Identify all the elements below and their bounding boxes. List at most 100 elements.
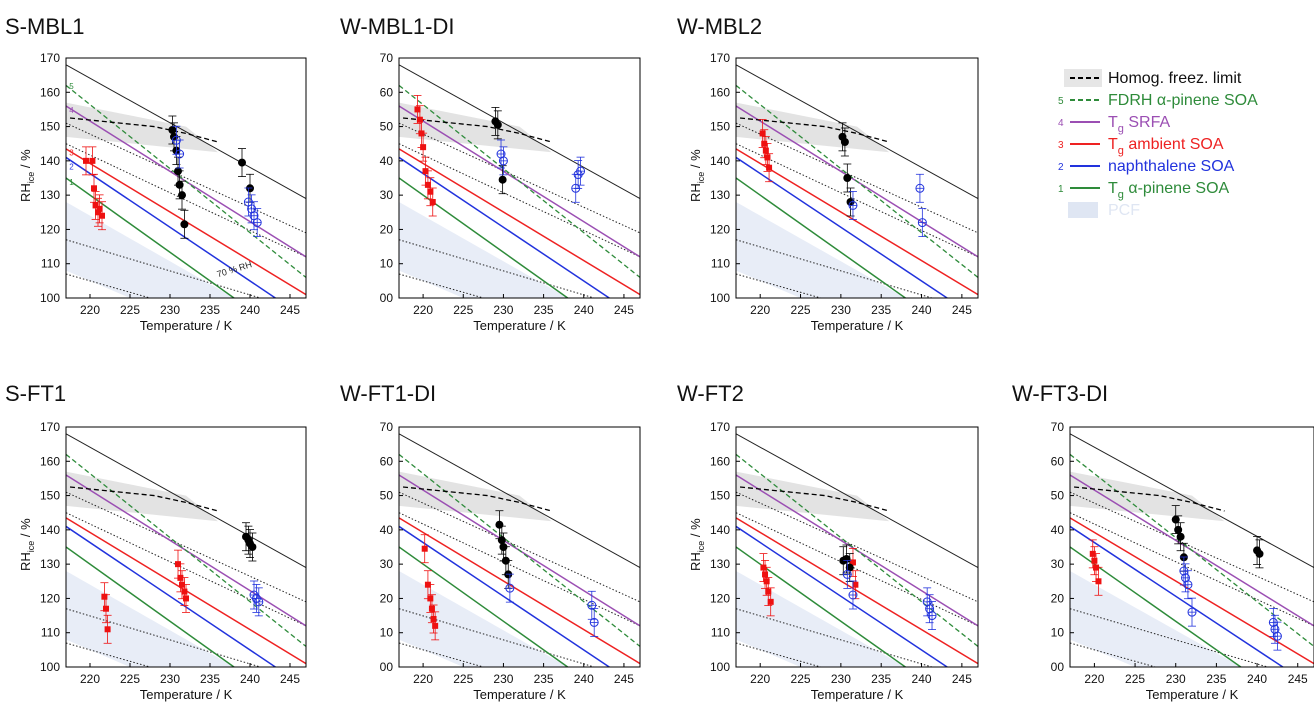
pcf-band <box>66 202 235 298</box>
y-tick-label: 160 <box>710 454 730 468</box>
line-number-label: 2 <box>69 162 74 171</box>
data-point <box>175 180 184 189</box>
data-point <box>762 147 769 154</box>
y-tick-label: 130 <box>40 188 60 202</box>
y-tick-label: 10 <box>380 257 394 271</box>
x-tick-label: 230 <box>831 303 851 317</box>
x-tick-label: 225 <box>120 303 140 317</box>
chart-panel: W-MBL2 100 110 120 130 140 150 160 170 220 225 230 2… <box>677 14 979 333</box>
panel-title: S-FT1 <box>5 381 66 406</box>
y-tick-label: 40 <box>1051 523 1065 537</box>
rh-isoline <box>66 143 306 258</box>
y-tick-label: 00 <box>380 291 394 305</box>
svg-text:FDRH α-pinene SOA: FDRH α-pinene SOA <box>1108 92 1258 109</box>
data-point <box>845 563 854 572</box>
homog-freezing-band <box>736 102 890 153</box>
tg-naphthalene-line <box>736 156 949 298</box>
plot-frame <box>1069 426 1314 668</box>
y-axis-label: RHice / % <box>18 149 36 202</box>
data-point <box>1095 578 1102 585</box>
y-tick-label: 130 <box>40 557 60 571</box>
pcf-band <box>736 202 906 298</box>
water-saturation-line <box>399 433 640 569</box>
legend: Homog. freez. limit 5 FDRH α-pinene SOA 4 Tg… <box>1058 69 1258 219</box>
y-tick-label: 100 <box>710 660 730 674</box>
panel-title: W-MBL1-DI <box>340 14 455 39</box>
x-tick-label: 245 <box>280 303 300 317</box>
y-tick-label: 120 <box>710 591 730 605</box>
x-tick-label: 230 <box>493 672 513 686</box>
x-tick-label: 245 <box>280 672 300 686</box>
y-tick-label: 50 <box>380 489 394 503</box>
x-axis-label: Temperature / K <box>473 318 566 333</box>
tg-apinene-line <box>399 546 569 667</box>
data-point <box>430 616 437 622</box>
y-tick-label: 100 <box>40 660 60 674</box>
data-point <box>99 212 105 219</box>
svg-text:Tg α-pinene SOA: Tg α-pinene SOA <box>1108 180 1230 201</box>
panel-title: W-FT2 <box>677 381 744 406</box>
rh-isoline <box>736 239 934 298</box>
data-point <box>101 593 108 600</box>
data-point <box>840 138 849 146</box>
tg-naphthalene-line <box>399 525 611 667</box>
data-point <box>493 120 502 129</box>
pcf-band <box>399 571 569 667</box>
plot-frame <box>398 426 641 668</box>
tg-ambient-line <box>1070 517 1314 665</box>
tg-apinene-line <box>736 546 907 667</box>
rh-isoline <box>736 143 978 258</box>
x-tick-label: 240 <box>912 303 932 317</box>
svg-text:PCF: PCF <box>1108 202 1140 219</box>
y-tick-label: 170 <box>40 420 60 434</box>
x-tick-label: 230 <box>493 303 513 317</box>
tg-apinene-line <box>66 177 236 298</box>
y-tick-label: 120 <box>710 222 730 236</box>
homog-freezing-band <box>66 102 218 153</box>
data-point <box>763 578 770 585</box>
x-tick-label: 235 <box>200 303 220 317</box>
y-tick-label: 140 <box>40 523 60 537</box>
data-point <box>424 181 431 188</box>
chart-panel: W-FT3-DI 00 10 20 30 40 50 60 70 220 225 230 235 240 2… <box>1012 381 1314 702</box>
y-tick-label: 20 <box>380 222 394 236</box>
x-tick-label: 230 <box>160 303 180 317</box>
rh-isoline <box>399 143 640 258</box>
pcf-band <box>399 202 569 298</box>
legend-item: 5 FDRH α-pinene SOA <box>1058 92 1258 109</box>
data-point <box>104 626 111 633</box>
plot-frame <box>735 57 979 299</box>
x-tick-label: 235 <box>1206 672 1226 686</box>
data-point <box>238 158 246 167</box>
chart-panel: W-MBL1-DI 00 10 20 30 40 50 60 70 220 225 230 235 240… <box>340 14 641 333</box>
svg-text:2: 2 <box>1058 162 1064 173</box>
data-point <box>1171 515 1180 524</box>
legend-item: PCF <box>1068 202 1140 219</box>
fdrh-line <box>736 453 978 647</box>
chart-panel: S-FT1 100 110 120 130 140 150 160 170 220 225 230 23… <box>5 381 307 702</box>
y-tick-label: 40 <box>380 523 394 537</box>
y-tick-label: 30 <box>1051 557 1065 571</box>
rh-isoline <box>736 608 934 667</box>
data-point <box>498 175 507 184</box>
x-tick-label: 240 <box>240 672 260 686</box>
fdrh-line <box>399 453 640 647</box>
data-point <box>92 202 99 209</box>
y-tick-label: 110 <box>41 257 60 271</box>
water-saturation-line <box>399 64 640 200</box>
data-point <box>843 174 852 182</box>
x-axis-label: Temperature / K <box>473 687 566 702</box>
tg-apinene-line <box>736 177 907 298</box>
y-axis-label: RHice / % <box>688 149 706 202</box>
data-point <box>427 595 434 602</box>
x-axis-label: Temperature / K <box>140 687 233 702</box>
x-axis-label: Temperature / K <box>1146 687 1239 702</box>
x-tick-label: 220 <box>80 672 100 686</box>
x-axis-label: Temperature / K <box>811 687 904 702</box>
line-number-label: 4 <box>69 106 74 115</box>
tg-naphthalene-line <box>736 525 949 667</box>
x-tick-label: 225 <box>120 672 140 686</box>
x-tick-label: 240 <box>574 672 594 686</box>
data-point <box>762 571 769 578</box>
